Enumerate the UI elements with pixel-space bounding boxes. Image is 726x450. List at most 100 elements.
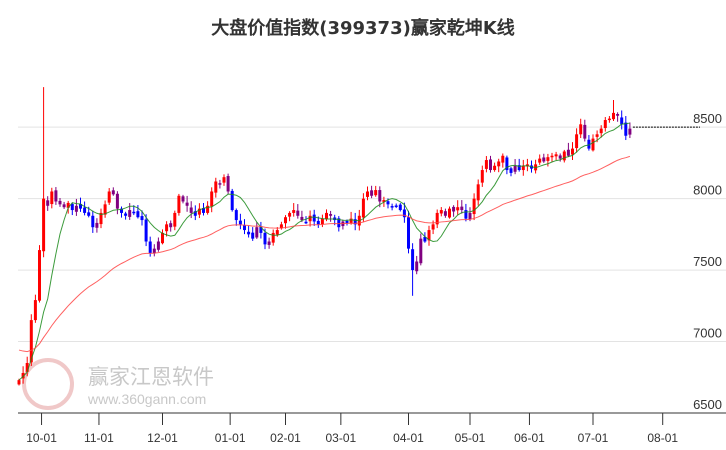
candle-body [501, 155, 505, 163]
candle-body [173, 212, 177, 227]
candle-body [353, 219, 357, 225]
long-ma-line [18, 155, 631, 353]
candle-body [398, 204, 402, 211]
candle-body [279, 224, 283, 229]
candle-body [464, 210, 468, 219]
candle-body [79, 204, 82, 209]
candle-body [320, 218, 324, 225]
candle-body [275, 230, 279, 235]
candle-body [378, 190, 382, 202]
candle-body [140, 216, 144, 221]
candle-body [448, 208, 451, 218]
candle-body [238, 220, 242, 225]
candle-body [366, 191, 369, 197]
candle-body [193, 211, 197, 216]
candle-body [329, 214, 333, 216]
candle-body [476, 184, 480, 201]
candle-body [591, 138, 595, 151]
x-tick-label: 01-01 [215, 431, 246, 445]
candle-body [259, 226, 263, 233]
candle-body [152, 248, 156, 254]
candle-body [202, 208, 205, 213]
candle-body [468, 212, 472, 220]
candle-body [345, 220, 349, 223]
watermark-brand: 赢家江恩软件 [88, 366, 214, 389]
candle-body [234, 210, 238, 221]
candle-body [165, 224, 169, 232]
y-tick-label: 7500 [693, 254, 722, 269]
candle-body [230, 190, 234, 211]
candle-body [415, 261, 419, 272]
axes: 6500 7000 7500 8000 8500 10-01 11-01 12-01 01-01… [18, 111, 726, 445]
candle-body [222, 177, 226, 183]
candle-body [546, 157, 550, 161]
candle-body [484, 160, 488, 169]
candle-body [361, 198, 365, 218]
candle-body [349, 218, 353, 223]
candle-body [42, 198, 46, 252]
candle-body [83, 207, 87, 213]
candle-body [402, 209, 406, 218]
candle-body [583, 124, 587, 139]
candle-body [489, 159, 492, 171]
candle-body [144, 219, 148, 242]
x-tick-label: 11-01 [84, 431, 114, 445]
candle-body [538, 158, 542, 163]
candle-body [443, 211, 447, 216]
candle-body [472, 198, 476, 215]
candle-body [74, 205, 78, 212]
candle-body [148, 241, 152, 253]
candle-body [91, 215, 95, 228]
candle-body [214, 181, 218, 193]
candle-body [325, 212, 328, 220]
candle-body [497, 161, 501, 167]
candle-body [161, 232, 164, 244]
candle-body [480, 170, 484, 183]
candle-body [189, 207, 193, 213]
candle-body [226, 176, 230, 192]
chart-title: 大盘价值指数(399373)赢家乾坤K线 [211, 18, 515, 39]
candle-body [431, 224, 435, 230]
candle-body [46, 200, 50, 206]
candle-body [29, 320, 33, 363]
x-tick-label: 07-01 [578, 431, 609, 445]
candle-body [337, 218, 341, 228]
short-ma-line [18, 122, 630, 381]
candle-body [452, 206, 456, 212]
candle-body [300, 216, 304, 221]
candle-body [308, 215, 312, 222]
candle-body [558, 155, 562, 159]
candle-body [607, 118, 611, 121]
watermark: 赢家江恩软件 www.360gann.com [22, 358, 214, 410]
candle-body [456, 207, 460, 211]
candle-body [628, 128, 632, 135]
candle-body [407, 217, 410, 249]
candle-body [255, 227, 259, 238]
candle-body [587, 139, 591, 149]
x-tick-label: 12-01 [147, 431, 178, 445]
candle-body [62, 204, 66, 208]
watermark-url: www.360gann.com [87, 391, 206, 407]
candle-body [169, 223, 173, 228]
y-tick-label: 8500 [693, 111, 722, 126]
x-tick-label: 03-01 [325, 431, 356, 445]
candle-body [439, 210, 443, 214]
candle-body [304, 221, 308, 224]
candle-body [616, 114, 620, 116]
candle-body [542, 157, 546, 162]
candle-body [124, 213, 128, 216]
candle-body [210, 191, 214, 207]
candle-body [316, 220, 320, 225]
candle-body [177, 195, 181, 213]
candle-body [554, 154, 558, 157]
candle-body [296, 210, 300, 216]
candle-body [575, 134, 579, 149]
candle-body [460, 206, 464, 211]
candle-body [251, 232, 255, 239]
candle-body [21, 372, 25, 379]
candle-body [509, 168, 513, 173]
candle-body [267, 241, 271, 245]
y-tick-label: 7000 [693, 326, 722, 341]
y-tick-label: 6500 [693, 397, 722, 412]
candles [17, 87, 632, 386]
